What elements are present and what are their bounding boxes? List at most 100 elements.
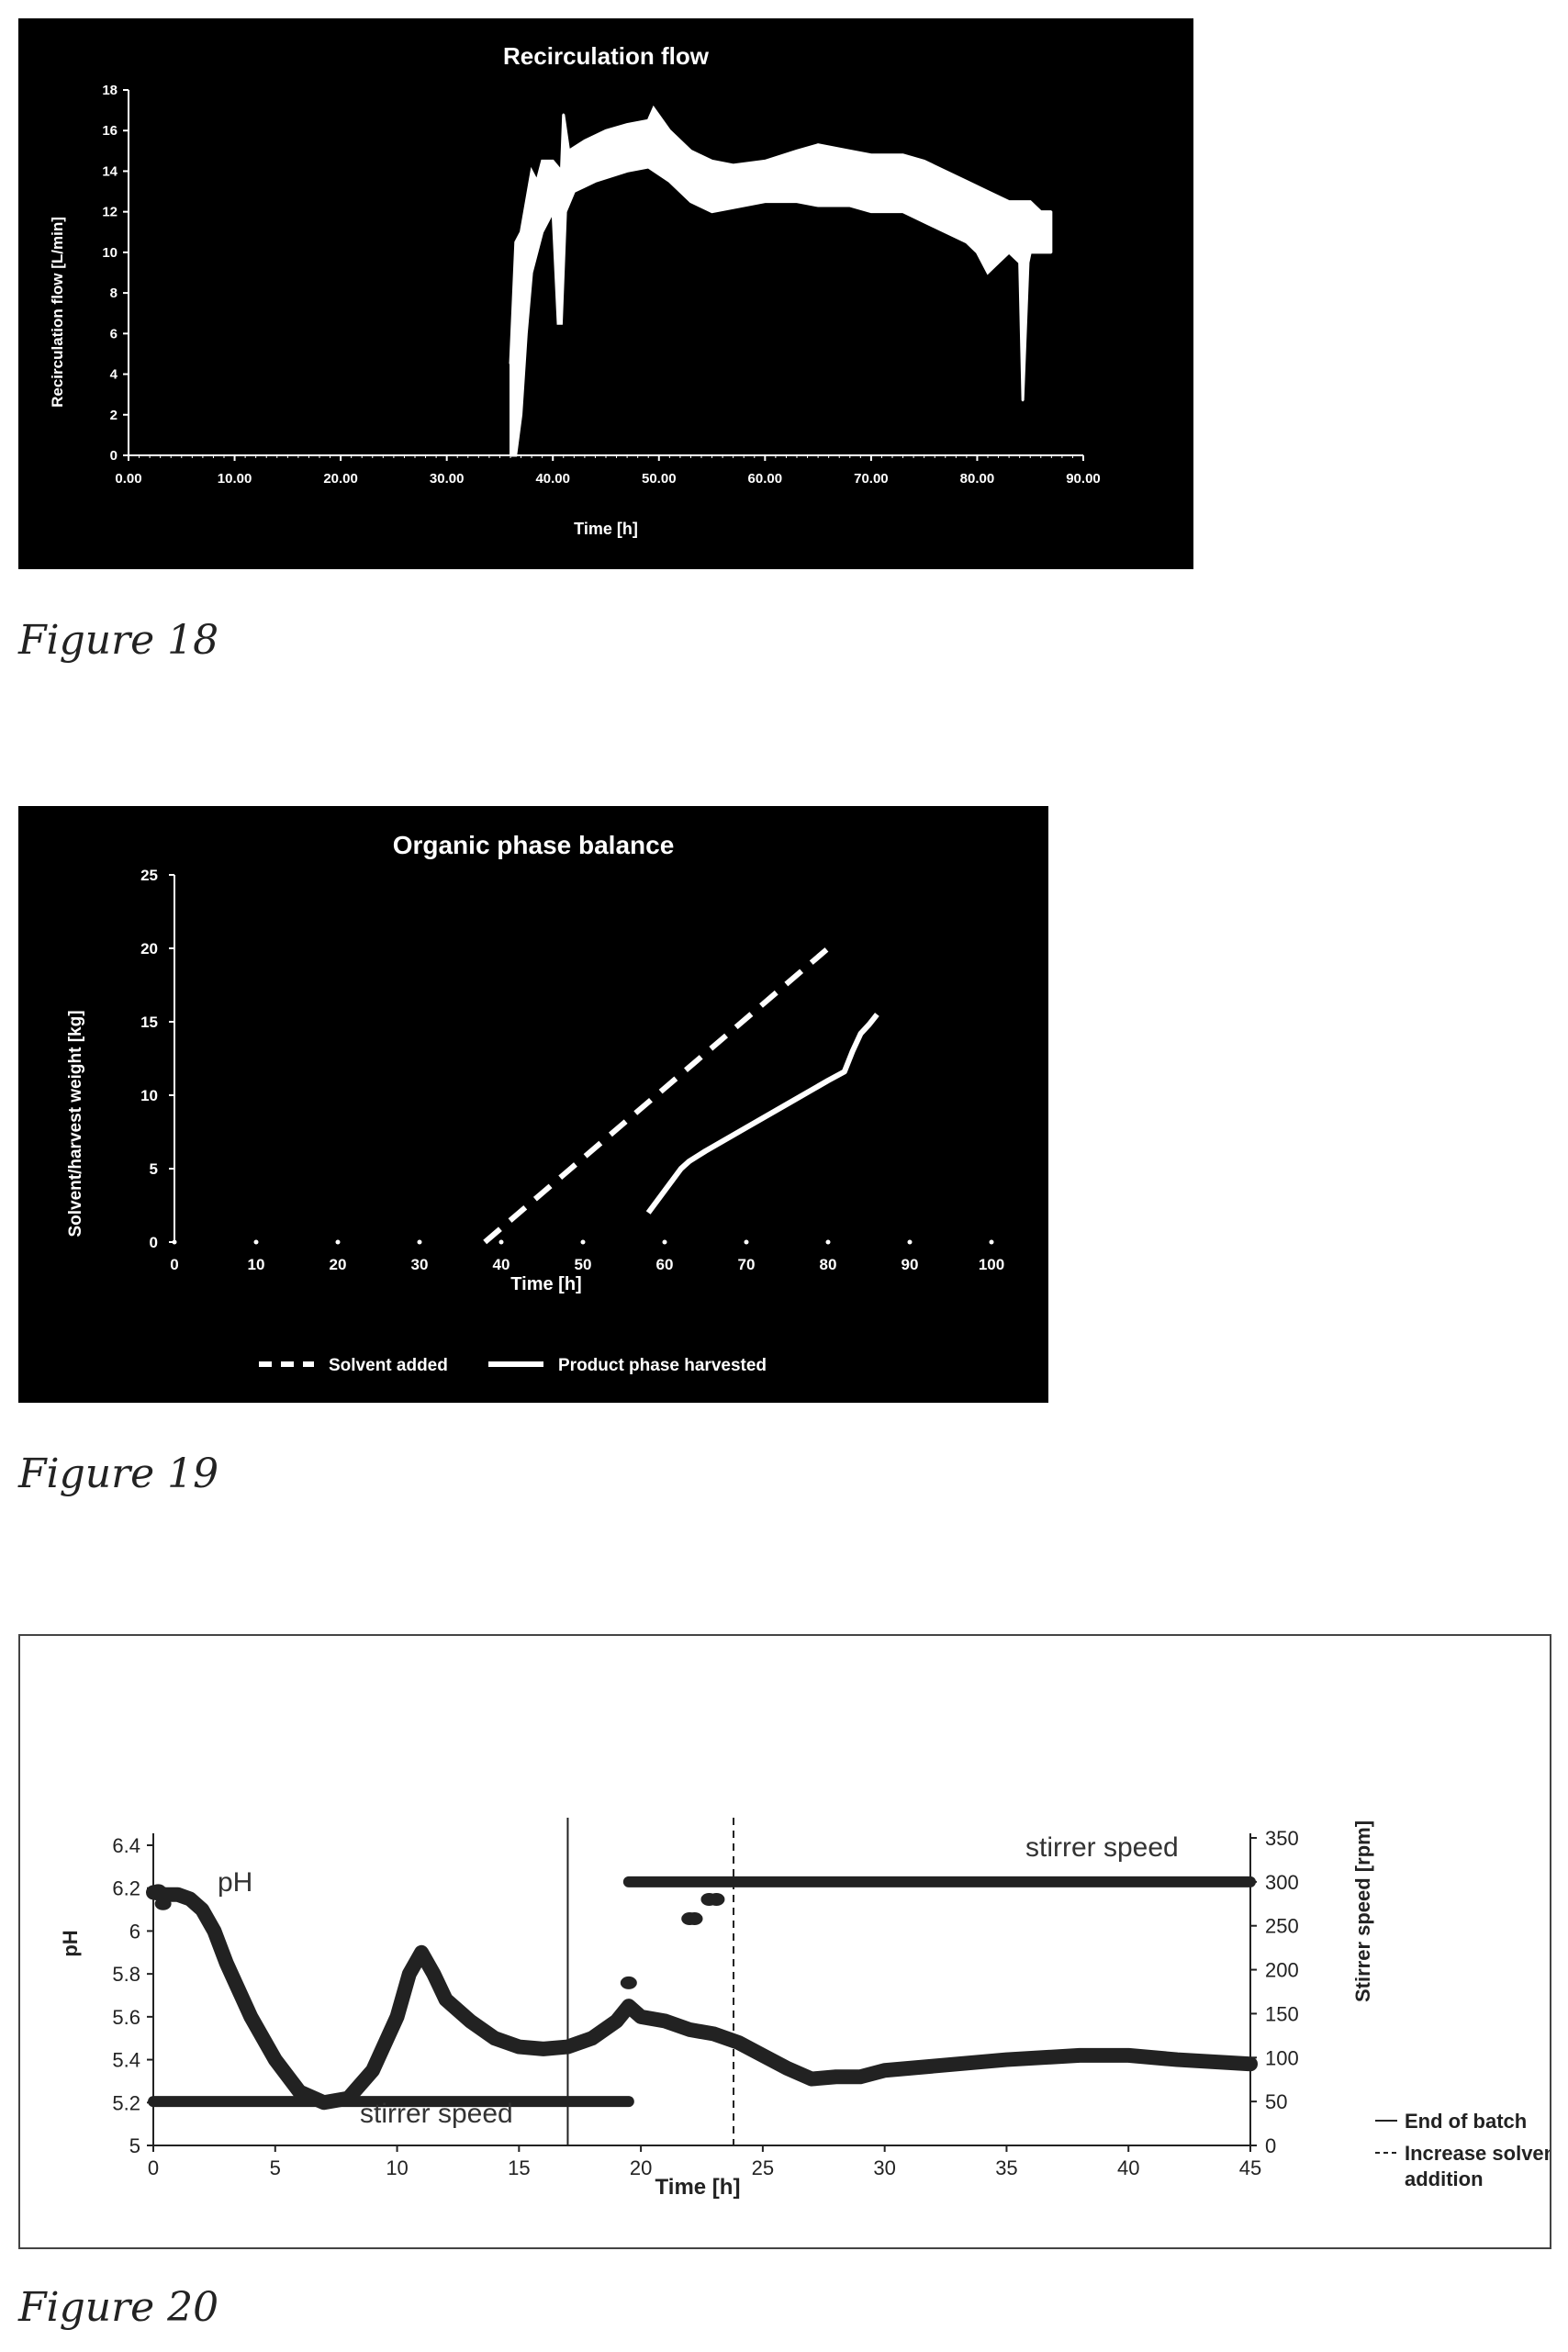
- x-tick-label: 0.00: [115, 471, 141, 487]
- recirculation-flow-chart: Recirculation flow Time [h] Recirculatio…: [18, 18, 1193, 569]
- x-tick-label: 45: [1239, 2156, 1261, 2179]
- y-tick-label: 0: [110, 448, 118, 464]
- x-tick-label: 90.00: [1066, 471, 1101, 487]
- y-tick-label: 16: [102, 123, 118, 139]
- stirrer-speed-point: [150, 1884, 167, 1898]
- figure-caption-20: Figure 20: [18, 2284, 219, 2331]
- x-tick-label: 35: [995, 2156, 1017, 2179]
- plot-area: 0 5 10 15 20 25 30 35 40 4555.25.45.65.866.26.405…: [112, 1818, 1299, 2179]
- y-tick-label: 10: [102, 245, 118, 261]
- x-axis-label: Time [h]: [574, 520, 638, 538]
- y-tick-label: 12: [102, 205, 118, 220]
- legend-label-product-phase: Product phase harvested: [558, 1356, 767, 1375]
- organic-phase-balance-plot: Organic phase balance Time [h] Solvent/h…: [66, 831, 1004, 1375]
- legend-label-increase-solvent: Increase solvent addition: [1405, 2142, 1550, 2190]
- ph-annotation: pH: [218, 1867, 252, 1898]
- x-tick-mark: [825, 1239, 831, 1245]
- legend-label-end-of-batch: End of batch: [1405, 2110, 1527, 2133]
- y-tick-label: 10: [140, 1087, 158, 1104]
- y-tick-label: 2: [110, 408, 118, 423]
- x-tick-label: 70.00: [854, 471, 889, 487]
- legend-label-line-1: Increase solvent: [1405, 2142, 1550, 2165]
- y-tick-label: 15: [140, 1014, 158, 1031]
- y-tick-label: 20: [140, 940, 158, 958]
- ph-stirrer-speed-plot: pH Stirrer speed [rpm] Time [h] 0 5 10 15 20…: [59, 1818, 1563, 2200]
- y-tick-label-left: 6.4: [112, 1834, 140, 1857]
- recirculation-flow-band: [510, 106, 1053, 456]
- x-tick-label: 80: [820, 1256, 837, 1273]
- x-tick-label: 10: [386, 2156, 408, 2179]
- x-tick-label: 20.00: [323, 471, 358, 487]
- y-tick-label-right: 250: [1265, 1915, 1299, 1938]
- recirculation-flow-plot: Recirculation flow Time [h] Recirculatio…: [49, 42, 1101, 538]
- y-tick-label-left: 5.6: [112, 2006, 140, 2029]
- recirculation-flow-upper-line: [509, 105, 1052, 364]
- x-tick-mark: [662, 1239, 667, 1245]
- x-tick-label: 60: [656, 1256, 674, 1273]
- x-tick-label: 20: [330, 1256, 347, 1273]
- x-tick-label: 40: [1117, 2156, 1139, 2179]
- x-tick-label: 5: [270, 2156, 281, 2179]
- y-tick-label: 14: [102, 163, 118, 179]
- y-tick-label-left: 5.4: [112, 2049, 140, 2072]
- x-tick-label: 80.00: [960, 471, 995, 487]
- x-tick-label: 20: [630, 2156, 652, 2179]
- y-tick-label-left: 5: [129, 2134, 140, 2157]
- y-tick-label-right: 350: [1265, 1827, 1299, 1850]
- x-tick-label: 25: [752, 2156, 774, 2179]
- y-tick-label-left: 6: [129, 1920, 140, 1943]
- stirrer-speed-point: [708, 1893, 725, 1906]
- y-axis-label-left: pH: [59, 1930, 82, 1956]
- x-tick-mark: [335, 1239, 341, 1245]
- figure-caption-19: Figure 19: [18, 1450, 219, 1497]
- y-axis-label-right: Stirrer speed [rpm]: [1351, 1820, 1374, 2002]
- x-tick-mark: [253, 1239, 259, 1245]
- x-tick-mark: [498, 1239, 504, 1245]
- x-tick-mark: [580, 1239, 586, 1245]
- x-tick-label: 90: [902, 1256, 919, 1273]
- x-tick-label: 30.00: [430, 471, 465, 487]
- plot-area: 0.00 10.00 20.00 30.00 40.00 50.00 60.00 70.00 8…: [102, 83, 1100, 487]
- x-tick-label: 40.00: [535, 471, 570, 487]
- figure-caption-18: Figure 18: [18, 617, 219, 664]
- x-tick-label: 50.00: [642, 471, 677, 487]
- x-tick-mark: [907, 1239, 913, 1245]
- stirrer-speed-annotation-high: stirrer speed: [1025, 1832, 1179, 1863]
- y-tick-label-right: 150: [1265, 2002, 1299, 2025]
- y-tick-label-right: 200: [1265, 1959, 1299, 1982]
- legend: Solvent added Product phase harvested: [259, 1356, 767, 1375]
- y-tick-label-left: 5.8: [112, 1963, 140, 1986]
- y-tick-label: 6: [110, 326, 118, 342]
- x-tick-label: 50: [575, 1256, 592, 1273]
- y-tick-label: 25: [140, 867, 158, 884]
- x-tick-label: 10.00: [218, 471, 252, 487]
- y-tick-label-left: 5.2: [112, 2091, 140, 2114]
- y-axis-label: Solvent/harvest weight [kg]: [66, 1010, 85, 1237]
- legend: End of batch Increase solvent addition: [1375, 2110, 1563, 2190]
- series-product-phase-harvested-line: [645, 1013, 879, 1215]
- x-tick-mark: [417, 1239, 422, 1245]
- stirrer-speed-point: [686, 1912, 703, 1926]
- x-tick-label: 70: [738, 1256, 756, 1273]
- x-axis-label: Time [h]: [510, 1274, 581, 1294]
- x-tick-label: 60.00: [748, 471, 783, 487]
- stirrer-speed-point: [620, 1976, 637, 1989]
- y-tick-label: 8: [110, 286, 118, 301]
- x-tick-label: 0: [170, 1256, 178, 1273]
- x-tick-label: 30: [411, 1256, 429, 1273]
- y-tick-label: 5: [150, 1160, 158, 1178]
- organic-phase-balance-chart: Organic phase balance Time [h] Solvent/h…: [18, 806, 1048, 1403]
- y-tick-label-left: 6.2: [112, 1877, 140, 1900]
- y-axis-label: Recirculation flow [L/min]: [49, 217, 66, 408]
- y-tick-label-right: 50: [1265, 2090, 1287, 2113]
- x-tick-mark: [989, 1239, 994, 1245]
- plot-area: 0 10 20 30 40 50 60 70 80 90 100 0 5 10 15 20 25: [140, 867, 1004, 1273]
- x-tick-label: 100: [979, 1256, 1004, 1273]
- recirculation-flow-lower-line: [510, 165, 1052, 457]
- x-tick-label: 10: [248, 1256, 265, 1273]
- x-tick-label: 30: [873, 2156, 895, 2179]
- y-tick-label: 4: [110, 367, 118, 383]
- x-tick-label: 0: [148, 2156, 159, 2179]
- x-tick-mark: [744, 1239, 749, 1245]
- series-solvent-added-line: [483, 946, 830, 1245]
